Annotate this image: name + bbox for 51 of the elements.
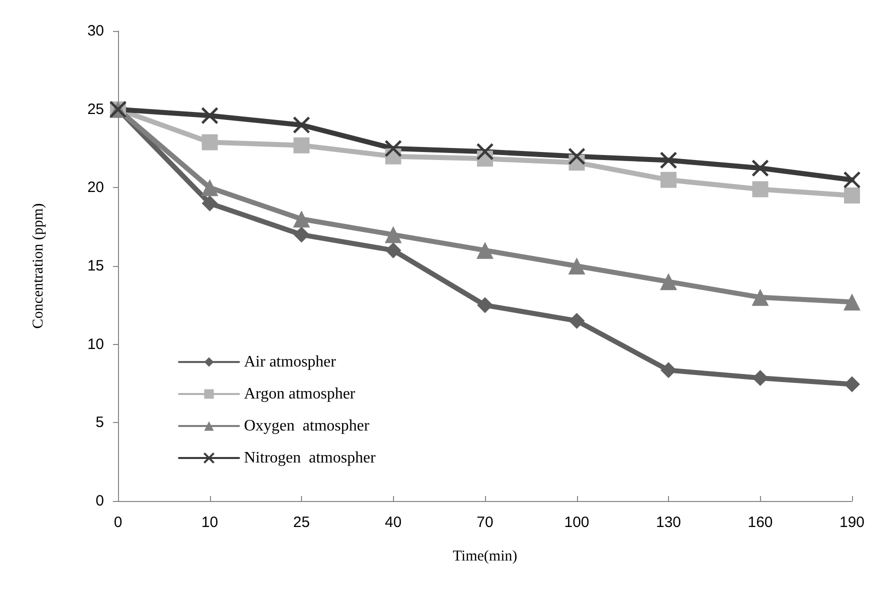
y-tick-label: 5 [96, 414, 104, 432]
point [568, 148, 586, 166]
x-tick-label: 10 [201, 514, 218, 531]
y-tick-label: 25 [87, 100, 104, 118]
point [752, 159, 769, 177]
point [476, 142, 494, 160]
point [843, 171, 861, 189]
point [844, 188, 860, 204]
legend-label: Oxygen atmospher [244, 418, 370, 434]
y-tick-label: 20 [87, 179, 104, 196]
point [202, 195, 218, 212]
point [384, 226, 402, 244]
point [476, 242, 494, 259]
x-tick-label: 40 [384, 514, 402, 531]
point [477, 297, 493, 314]
y-tick-label: 10 [87, 336, 104, 353]
y-tick-label: 0 [96, 492, 104, 510]
x-tick-label: 25 [293, 514, 310, 531]
x-axis-title: Time(min) [452, 548, 518, 564]
point [568, 312, 585, 329]
x-tick-label: 190 [839, 514, 865, 531]
point [293, 210, 310, 228]
y-axis-title: Concentration (ppm) [30, 203, 46, 329]
point [202, 134, 218, 150]
y-tick-label: 30 [87, 22, 104, 40]
x-tick-label: 100 [564, 514, 590, 531]
point [385, 242, 402, 258]
point [752, 288, 769, 306]
point [201, 106, 218, 124]
point [201, 179, 218, 196]
x-tick-label: 130 [656, 514, 682, 531]
point [292, 116, 310, 134]
point [660, 362, 676, 378]
point [844, 376, 860, 392]
point [660, 172, 676, 188]
point [294, 137, 310, 154]
point [752, 370, 768, 386]
legend-label: Nitrogen atmospher [244, 450, 376, 466]
point [384, 140, 402, 158]
x-tick-label: 0 [114, 514, 122, 531]
legend-label: Argon atmospher [244, 386, 356, 402]
y-tick-label: 15 [87, 258, 104, 274]
legend-label: Air atmospher [244, 354, 337, 370]
point [660, 152, 678, 169]
point [844, 294, 860, 311]
point [660, 273, 677, 290]
point [568, 258, 586, 274]
x-tick-label: 160 [748, 514, 773, 531]
point [752, 181, 768, 198]
x-tick-label: 70 [476, 514, 494, 531]
point [294, 226, 310, 243]
